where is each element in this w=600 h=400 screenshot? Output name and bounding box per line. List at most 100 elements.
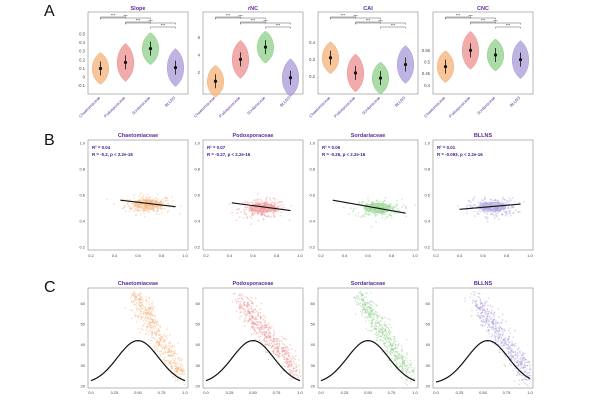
- data-point: [151, 320, 154, 322]
- data-point: [162, 205, 164, 207]
- data-point: [158, 334, 161, 336]
- data-point: [392, 342, 395, 344]
- data-point: [140, 315, 142, 318]
- data-point: [513, 358, 516, 361]
- data-point: [479, 299, 482, 302]
- data-point: [503, 344, 506, 346]
- data-point: [520, 364, 522, 366]
- data-point: [390, 205, 392, 207]
- data-point: [388, 344, 390, 346]
- data-point: [178, 372, 181, 375]
- data-point: [494, 211, 497, 213]
- data-point: [160, 205, 162, 207]
- data-point: [277, 209, 279, 211]
- data-point: [270, 216, 272, 218]
- data-point: [473, 204, 475, 206]
- data-point: [363, 296, 365, 299]
- data-point: [170, 362, 172, 364]
- data-point: [517, 359, 519, 362]
- data-point: [268, 330, 270, 332]
- data-point: [367, 306, 370, 308]
- data-point: [389, 338, 391, 340]
- data-point: [179, 364, 181, 366]
- data-point: [287, 364, 289, 367]
- data-point: [475, 299, 478, 302]
- data-point: [152, 208, 155, 210]
- data-point: [363, 306, 366, 309]
- data-point: [135, 314, 137, 316]
- data-point: [162, 352, 164, 355]
- data-point: [265, 352, 267, 354]
- data-point: [397, 353, 400, 355]
- data-point: [387, 352, 389, 355]
- data-point: [155, 331, 158, 333]
- data-point: [146, 317, 149, 320]
- data-point: [476, 213, 478, 215]
- data-point: [371, 322, 374, 324]
- data-point: [168, 342, 170, 344]
- data-point: [468, 200, 471, 202]
- data-point: [174, 357, 177, 360]
- data-point: [527, 361, 529, 364]
- data-point: [370, 322, 372, 325]
- data-point: [155, 197, 157, 199]
- data-point: [505, 347, 508, 349]
- data-point: [497, 343, 499, 346]
- data-point: [509, 347, 511, 349]
- data-point: [271, 340, 274, 343]
- data-point: [387, 334, 390, 336]
- data-point: [381, 328, 383, 330]
- data-point: [406, 374, 408, 377]
- data-point: [402, 363, 404, 365]
- data-point: [404, 367, 406, 369]
- data-point: [175, 371, 177, 373]
- data-point: [172, 206, 174, 209]
- data-point: [348, 213, 350, 215]
- data-point: [138, 299, 140, 301]
- data-point: [501, 331, 503, 333]
- data-point: [363, 215, 365, 217]
- data-point: [517, 211, 520, 213]
- data-point: [500, 321, 502, 324]
- data-point: [480, 306, 483, 308]
- data-point: [155, 321, 157, 323]
- data-point: [378, 315, 381, 317]
- data-point: [479, 293, 481, 295]
- data-point: [135, 207, 137, 210]
- data-point: [263, 334, 266, 336]
- data-point: [168, 348, 170, 350]
- data-point: [153, 328, 155, 330]
- data-point: [372, 308, 375, 311]
- data-point: [378, 327, 380, 329]
- data-point: [405, 207, 407, 209]
- data-point: [395, 212, 397, 214]
- data-point: [381, 324, 383, 326]
- data-point: [266, 343, 269, 345]
- data-point: [277, 347, 279, 350]
- data-point: [362, 299, 365, 302]
- data-point: [149, 313, 151, 315]
- data-point: [159, 337, 161, 340]
- data-point: [146, 317, 149, 319]
- regression-line: [459, 203, 521, 210]
- data-point: [495, 327, 498, 329]
- data-point: [148, 325, 150, 327]
- data-point: [509, 215, 512, 217]
- data-point: [412, 369, 415, 371]
- data-point: [403, 361, 405, 364]
- y-tick-label: 60: [426, 301, 431, 306]
- data-point: [379, 330, 381, 332]
- data-point: [510, 358, 513, 360]
- data-point: [263, 213, 265, 215]
- data-point: [137, 316, 139, 319]
- data-point: [252, 214, 254, 216]
- data-point: [481, 316, 484, 318]
- data-point: [395, 365, 398, 367]
- data-point: [267, 215, 269, 218]
- data-point: [499, 327, 502, 329]
- data-point: [479, 317, 481, 319]
- data-point: [294, 350, 297, 352]
- data-point: [481, 325, 483, 327]
- data-point: [516, 349, 519, 351]
